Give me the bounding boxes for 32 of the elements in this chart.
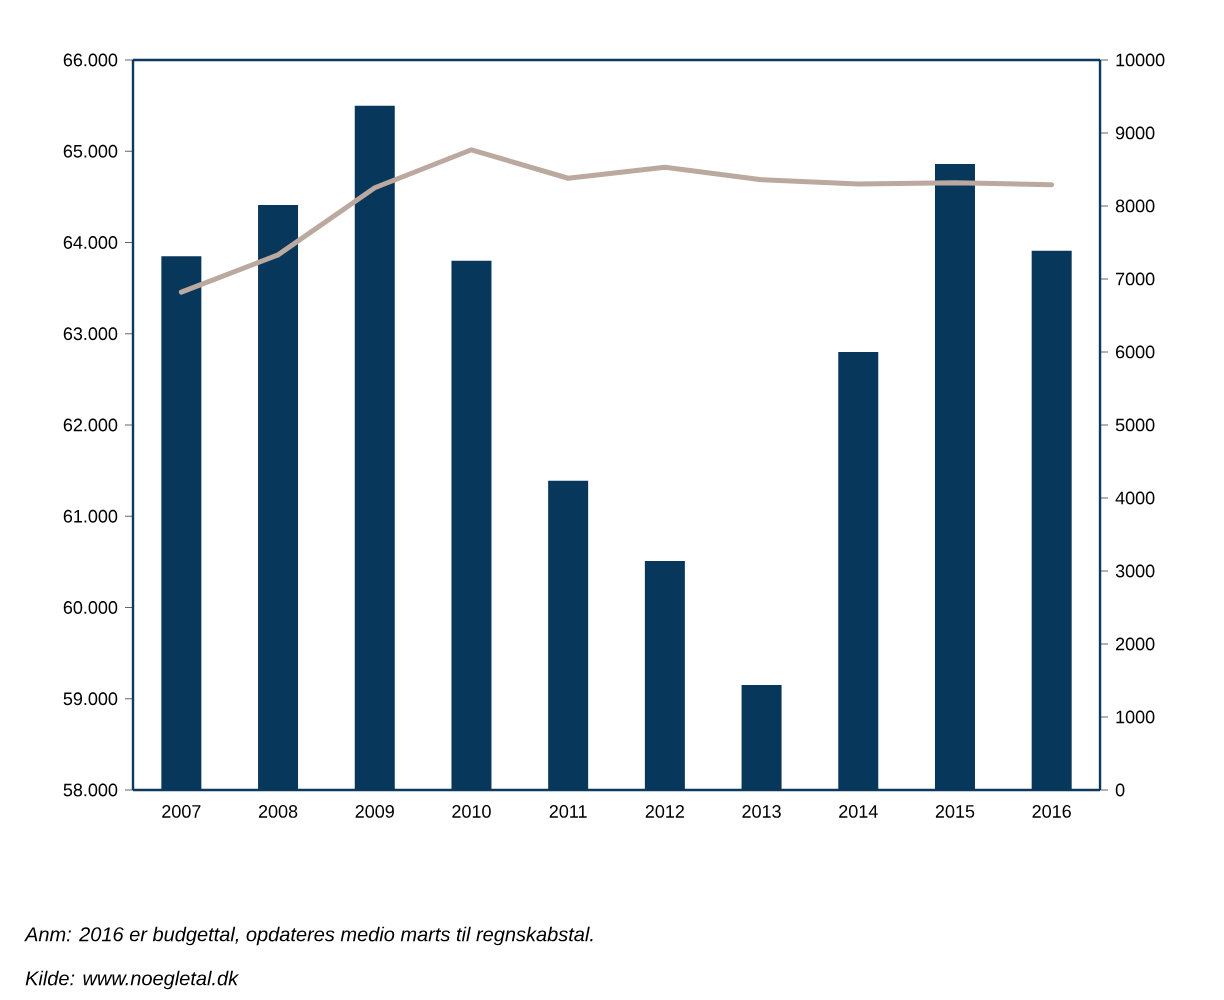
y2-tick-label: 1000 bbox=[1116, 710, 1155, 724]
y-tick-label: 64.000 bbox=[63, 236, 118, 249]
y-tick-label: 60.000 bbox=[63, 601, 118, 614]
y2-tick-label: 7000 bbox=[1116, 272, 1155, 286]
y-tick-label: 59.000 bbox=[63, 692, 118, 706]
y2-tick-label: 0 bbox=[1115, 783, 1125, 797]
y2-tick-label: 4000 bbox=[1115, 491, 1155, 505]
x-tick-label: 2015 bbox=[935, 805, 975, 818]
x-tick-label: 2007 bbox=[162, 805, 201, 818]
y2-tick-label: 3000 bbox=[1115, 564, 1155, 578]
x-tick-label: 2011 bbox=[549, 805, 587, 818]
y2-tick-label: 10000 bbox=[1116, 53, 1165, 67]
y2-tick-label: 5000 bbox=[1115, 418, 1155, 432]
x-tick-label: 2009 bbox=[355, 805, 394, 818]
y-tick-label: 65.000 bbox=[63, 144, 118, 158]
x-tick-label: 2010 bbox=[452, 805, 491, 818]
y-tick-label: 62.000 bbox=[63, 418, 118, 432]
y2-tick-label: 2000 bbox=[1116, 637, 1155, 651]
text: Kilde: www.noegletal.dk bbox=[25, 970, 239, 990]
y-tick-label: 63.000 bbox=[63, 327, 118, 341]
y2-tick-label: 9000 bbox=[1115, 126, 1155, 140]
y-tick-label: 58.000 bbox=[63, 783, 118, 797]
x-tick-label: 2012 bbox=[645, 805, 684, 818]
y-tick-label: 61.000 bbox=[63, 509, 118, 523]
y-tick-label: 66.000 bbox=[63, 53, 118, 67]
x-tick-label: 2014 bbox=[839, 805, 878, 818]
x-tick-label: 2016 bbox=[1032, 805, 1071, 818]
x-tick-label: 2013 bbox=[742, 805, 781, 818]
text: Anm: 2016 er budgettal, opdateres medio marts til regnskabstal. bbox=[24, 926, 593, 946]
y2-tick-label: 6000 bbox=[1116, 345, 1155, 359]
y2-tick-label: 8000 bbox=[1115, 199, 1155, 213]
x-tick-label: 2008 bbox=[258, 805, 298, 818]
